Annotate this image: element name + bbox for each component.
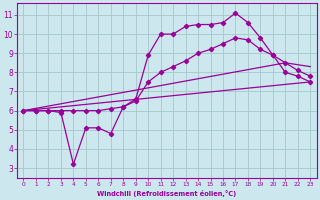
X-axis label: Windchill (Refroidissement éolien,°C): Windchill (Refroidissement éolien,°C): [97, 190, 236, 197]
